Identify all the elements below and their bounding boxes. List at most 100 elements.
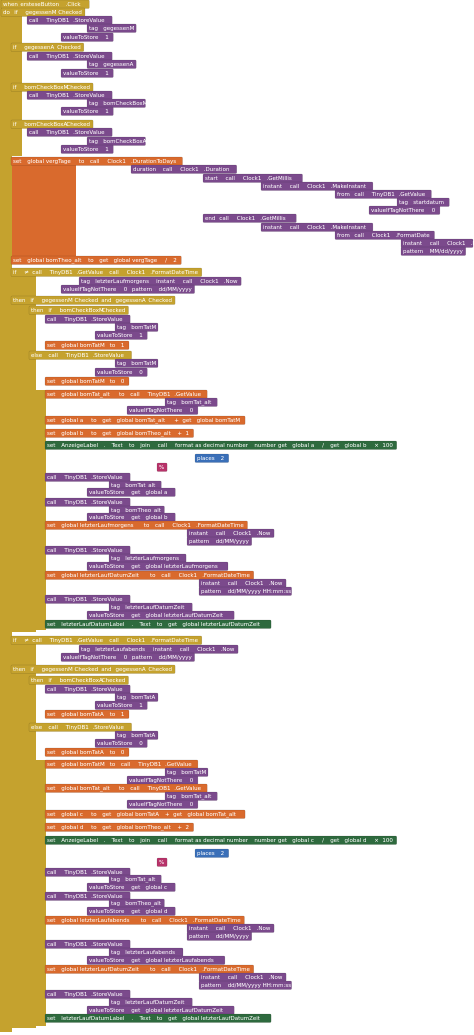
- block-row: [44, 915, 245, 925]
- block-label: .Duration: [204, 167, 230, 173]
- block-label: TinyDB1: [65, 725, 89, 731]
- block-label: get: [278, 443, 288, 449]
- block-label: instant: [189, 926, 209, 932]
- block-label: global d: [61, 825, 83, 831]
- block-row: [86, 955, 226, 965]
- block-label: valueToStore: [89, 490, 125, 496]
- block-label: gegessenA: [103, 62, 133, 68]
- block-label: set: [47, 622, 56, 628]
- block-label: global bomTatA: [61, 712, 104, 718]
- block-label: .GetValue: [174, 392, 201, 398]
- block-label: if: [13, 638, 18, 644]
- block-label: %: [159, 860, 164, 866]
- block-label: valueToStore: [97, 333, 133, 339]
- block-label: global c: [61, 812, 83, 818]
- block-label: .Click: [66, 2, 82, 8]
- block-label: valueIfTagNotThere: [129, 408, 183, 414]
- block-row: [198, 980, 292, 990]
- block-label: .StoreValue: [93, 353, 125, 359]
- if-blocks-body: [12, 8, 22, 156]
- block-label: 1: [105, 35, 109, 41]
- block-label: call: [228, 975, 238, 981]
- block-label: valueToStore: [97, 703, 133, 709]
- block-label: tag: [117, 361, 126, 367]
- block-label: get: [131, 515, 141, 521]
- block-label: 0: [190, 408, 194, 414]
- block-label: TinyDB1: [147, 392, 171, 398]
- block-label: call: [354, 192, 364, 198]
- block-label: Text: [111, 838, 124, 844]
- block-label: set: [47, 762, 56, 768]
- block-row: [60, 32, 114, 42]
- block-row: [186, 931, 252, 941]
- block-label: .: [104, 443, 106, 449]
- block-label: 1: [186, 431, 190, 437]
- block-label: get: [131, 909, 141, 915]
- block-label: places: [197, 456, 215, 462]
- block-label: bomTat_alt: [125, 483, 156, 489]
- block-label: Clock1: [197, 647, 215, 653]
- block-label: tag: [89, 101, 98, 107]
- block-label: valueToStore: [89, 515, 125, 521]
- block-label: set: [47, 750, 56, 756]
- block-label: to: [110, 712, 116, 718]
- block-label: valueIfTagNotThere: [371, 208, 425, 214]
- block-row: [44, 747, 130, 757]
- block-row: [126, 405, 199, 415]
- block-label: .StoreValue: [73, 54, 105, 60]
- block-row: [44, 497, 131, 507]
- block-label: tag: [89, 62, 98, 68]
- block-row: [260, 222, 374, 232]
- block-label: +: [177, 825, 182, 831]
- block-label: TinyDB1: [137, 762, 161, 768]
- block-label: gegessenM: [25, 10, 56, 16]
- block-label: TinyDB1: [63, 992, 87, 998]
- block-label: 0: [139, 370, 143, 376]
- block-label: valueIfTagNotThere: [63, 287, 117, 293]
- block-label: bomCheckBoxM: [60, 308, 104, 314]
- block-label: do: [3, 10, 10, 16]
- block-label: Checked: [102, 678, 126, 684]
- block-label: dd/MM/yyyy: [216, 934, 250, 940]
- block-label: Clock1: [200, 279, 218, 285]
- block-label: Checked: [75, 298, 99, 304]
- block-label: and: [101, 667, 111, 673]
- block-label: set: [47, 712, 56, 718]
- block-label: tag: [111, 901, 120, 907]
- block-row: [44, 376, 130, 386]
- block-label: join: [139, 838, 150, 844]
- block-label: TinyDB1: [63, 942, 87, 948]
- block-label: call: [47, 500, 57, 506]
- block-row: [26, 15, 113, 25]
- block-label: global letzterLaufmorgens: [146, 564, 218, 570]
- block-label: TinyDB1: [63, 475, 87, 481]
- block-label: get: [99, 258, 109, 264]
- block-label: letzterLaufDatumLabel: [61, 622, 125, 628]
- block-label: then: [13, 298, 26, 304]
- block-label: global bomTat_alt: [187, 812, 236, 818]
- block-row: [44, 964, 254, 974]
- block-label: TinyDB1: [45, 93, 69, 99]
- block-label: valueIfTagNotThere: [63, 655, 117, 661]
- block-label: .StoreValue: [93, 725, 125, 731]
- block-row: [10, 42, 85, 52]
- block-label: global letzterLaufDatumZeit: [61, 573, 139, 579]
- block-row: [44, 989, 131, 999]
- block-label: AnzeigeLabel: [61, 838, 98, 844]
- block-label: call: [47, 894, 57, 900]
- block-label: .GetValue: [165, 762, 192, 768]
- block-row: [10, 255, 182, 265]
- block-row: [44, 759, 199, 769]
- block-label: ×: [374, 443, 379, 449]
- block-row: [44, 822, 194, 832]
- block-label: Clock1: [180, 167, 198, 173]
- block-row: [94, 738, 148, 748]
- block-label: TinyDB1: [63, 317, 87, 323]
- block-label: tag: [111, 556, 120, 562]
- block-label: start: [205, 176, 219, 182]
- block-label: bomTatM: [181, 770, 206, 776]
- block-row: [186, 536, 252, 546]
- block-row: [94, 330, 148, 340]
- block-label: call: [226, 176, 236, 182]
